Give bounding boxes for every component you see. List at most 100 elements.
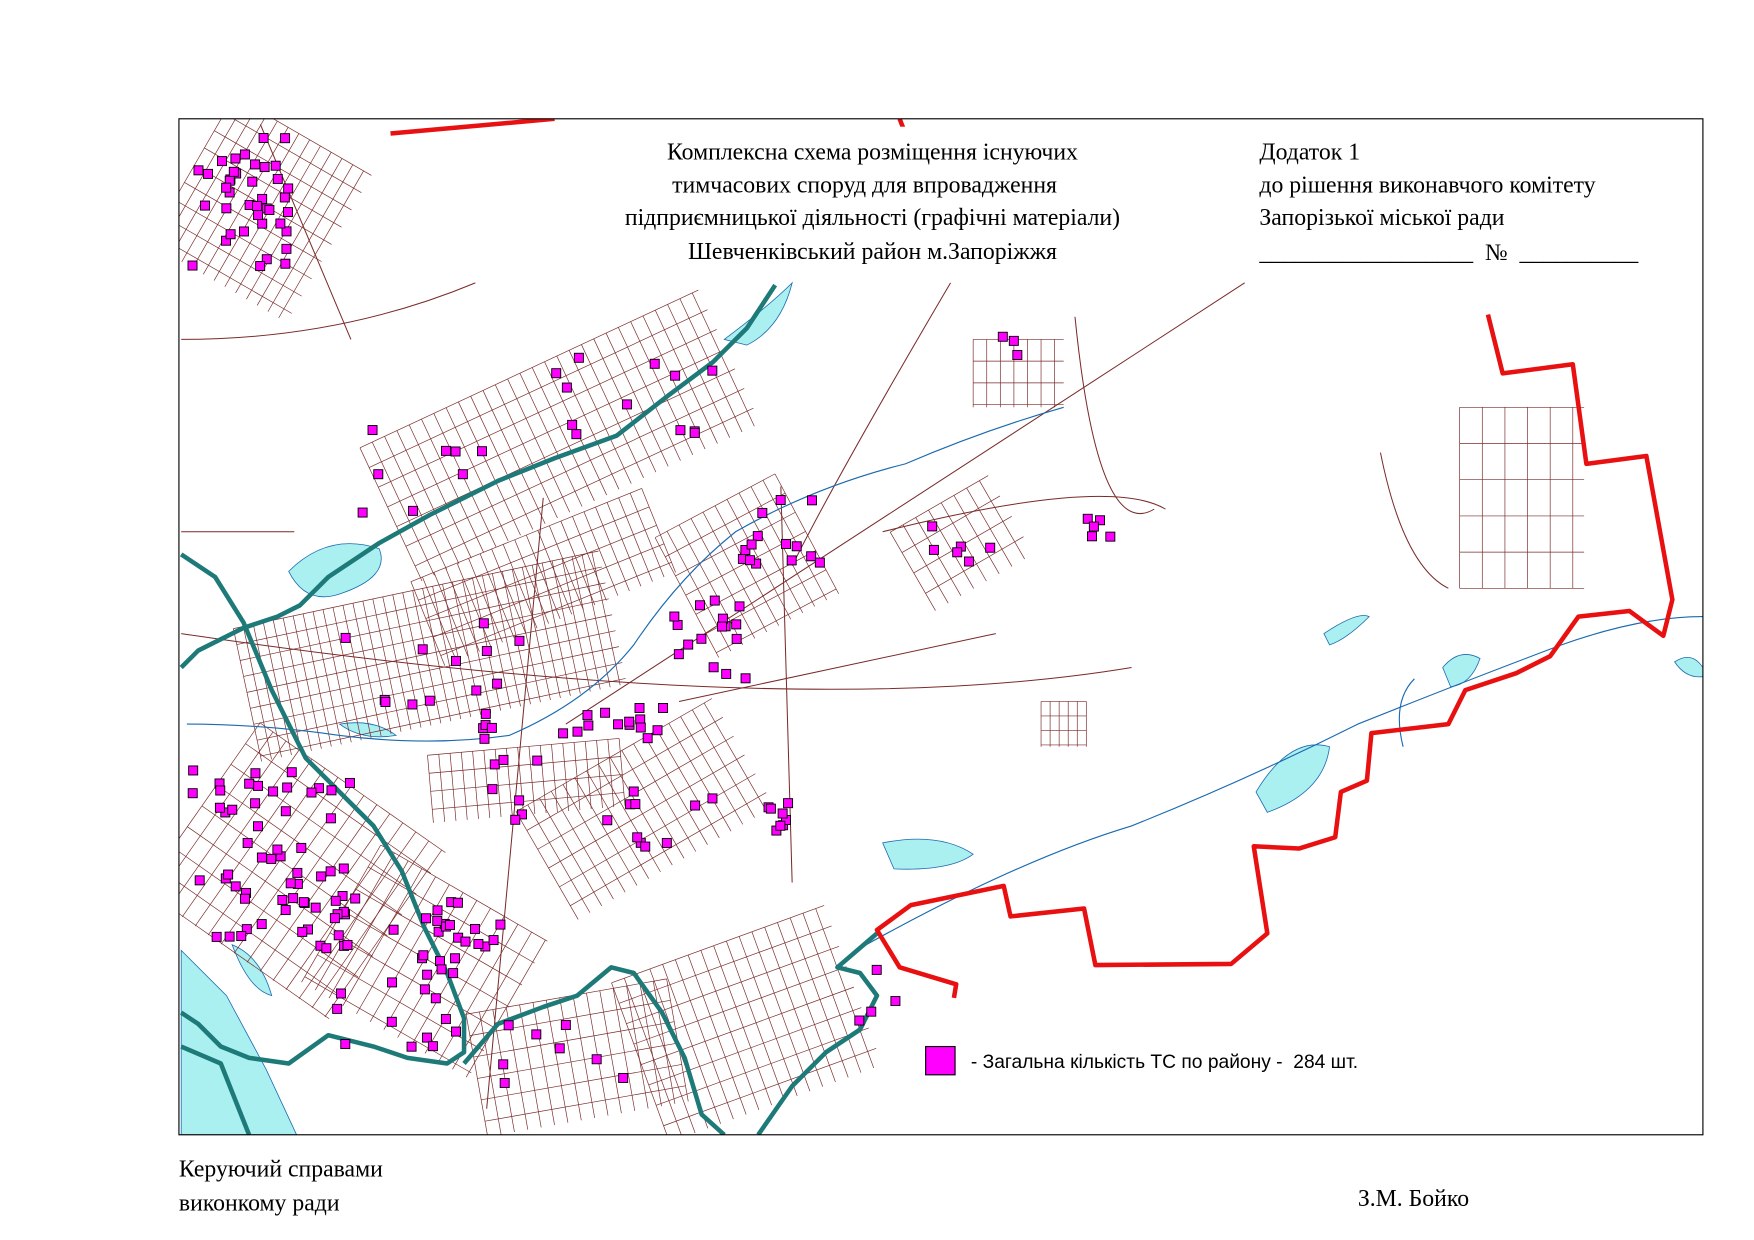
structure-marker: [380, 697, 391, 708]
structure-marker: [275, 218, 286, 229]
street: [473, 1021, 675, 1058]
structure-marker: [342, 939, 353, 950]
street: [314, 852, 395, 991]
structure-marker: [340, 1039, 351, 1050]
street: [311, 840, 430, 1008]
structure-marker: [224, 931, 235, 942]
structure-marker: [280, 258, 291, 269]
structure-marker: [281, 243, 292, 254]
street: [675, 511, 796, 577]
structure-marker: [418, 950, 429, 961]
structure-marker: [531, 1029, 542, 1040]
street: [192, 120, 278, 269]
structure-marker: [695, 600, 705, 611]
structure-marker: [281, 226, 292, 237]
structure-marker: [310, 902, 321, 913]
structure-marker: [489, 759, 500, 770]
street: [378, 329, 717, 488]
structure-marker: [717, 621, 727, 632]
street: [560, 520, 596, 606]
street: [194, 759, 313, 927]
structure-markers: [187, 133, 1116, 1088]
lake: [1323, 615, 1370, 646]
title-backdrop: [588, 126, 1200, 274]
annex-line: до рішення виконавчого комітету: [1259, 172, 1595, 198]
street: [396, 368, 736, 527]
structure-marker: [478, 618, 489, 629]
street: [583, 511, 619, 596]
street: [178, 118, 257, 256]
boundary-line: [179, 552, 467, 1066]
structure-marker: [214, 802, 225, 813]
structure-marker: [866, 1006, 877, 1017]
structure-marker: [777, 808, 788, 819]
structure-marker: [551, 368, 562, 379]
stream: [186, 406, 1064, 742]
structure-marker: [264, 204, 275, 215]
structure-marker: [444, 920, 455, 931]
street-block: [1459, 406, 1585, 589]
structure-marker: [1008, 335, 1019, 346]
structure-marker: [258, 133, 269, 144]
structure-marker: [558, 728, 569, 739]
street: [178, 118, 246, 250]
street: [418, 506, 650, 601]
structure-marker: [689, 427, 700, 438]
street: [668, 723, 732, 832]
boundary-line: [180, 1044, 252, 1135]
street: [774, 473, 839, 594]
structure-marker: [221, 182, 232, 193]
street: [687, 954, 747, 1115]
structure-marker: [332, 1003, 343, 1014]
structure-marker: [1086, 531, 1097, 542]
street-block: [611, 905, 877, 1135]
street: [562, 784, 626, 893]
street: [245, 743, 432, 874]
street: [525, 534, 561, 620]
structure-marker: [230, 881, 241, 892]
structure-marker: [256, 852, 267, 863]
street: [178, 740, 287, 909]
structure-marker: [230, 153, 241, 164]
structure-marker: [215, 785, 226, 796]
street: [618, 738, 626, 807]
structure-marker: [628, 786, 639, 797]
structure-marker: [783, 798, 794, 809]
structure-marker: [561, 382, 572, 393]
structure-marker: [499, 1078, 510, 1088]
street: [469, 999, 671, 1036]
street: [433, 413, 497, 547]
structure-marker: [560, 1020, 571, 1030]
street: [662, 964, 721, 1124]
street: [328, 860, 409, 999]
structure-marker: [481, 646, 492, 657]
street: [572, 516, 607, 601]
title-line: підприємницької діяльності (графічні мат…: [625, 205, 1120, 231]
structure-marker: [672, 619, 683, 630]
street: [477, 1042, 679, 1079]
street: [178, 118, 235, 244]
structure-marker: [457, 469, 468, 480]
structure-marker: [250, 159, 261, 170]
structure-marker: [613, 719, 624, 730]
street: [979, 480, 1025, 560]
structure-marker: [928, 544, 939, 555]
annex-backdrop: [1244, 126, 1698, 277]
street: [562, 743, 570, 812]
structure-marker: [424, 695, 435, 706]
structure-marker: [775, 820, 786, 831]
street: [915, 517, 962, 597]
structure-marker: [440, 1014, 451, 1025]
street: [422, 588, 452, 722]
street: [639, 983, 662, 1107]
structure-marker: [282, 782, 293, 793]
street: [599, 990, 622, 1114]
structure-marker: [661, 837, 672, 848]
structure-marker: [280, 905, 291, 916]
structure-marker: [194, 875, 205, 886]
street: [556, 355, 620, 490]
street: [332, 607, 362, 741]
street: [691, 292, 755, 427]
street-block: [233, 550, 626, 762]
street: [528, 746, 536, 815]
